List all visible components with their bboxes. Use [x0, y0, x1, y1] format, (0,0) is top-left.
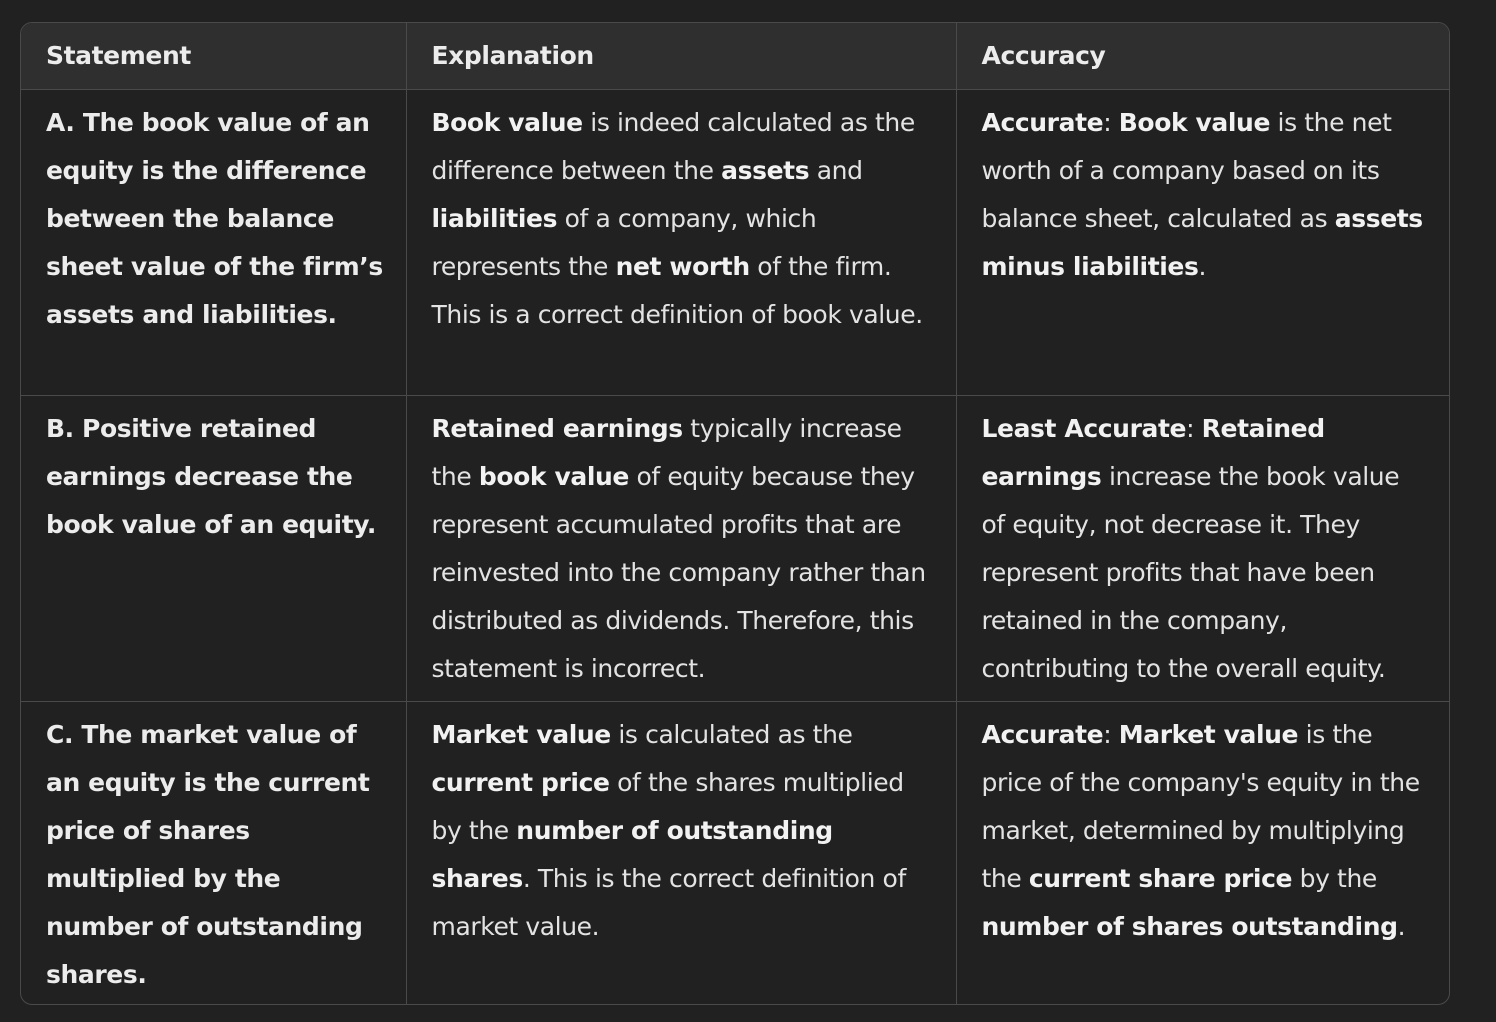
text-run: by the: [1292, 863, 1378, 893]
accuracy-cell: Accurate: Book value is the net worth of…: [955, 89, 1449, 395]
explanation-cell: Retained earnings typically increase the…: [405, 395, 956, 701]
text-run: is the net worth of a company based on i…: [981, 107, 1392, 233]
text-run: of a company, which represents the: [431, 203, 817, 281]
text-run: of equity because they represent accumul…: [431, 461, 927, 683]
bold-term: assets: [721, 155, 810, 185]
text-run: and: [809, 155, 863, 185]
header-accuracy: Accuracy: [955, 23, 1449, 89]
bold-term: book value: [478, 461, 629, 491]
text-run: is indeed calculated as the difference b…: [431, 107, 916, 185]
table-header: Statement Explanation Accuracy: [21, 23, 1449, 89]
text-run: :: [1186, 413, 1202, 443]
table-body: A. The book value of an equity is the di…: [21, 89, 1449, 1004]
header-row: Statement Explanation Accuracy: [21, 23, 1449, 89]
text-run: increase the book value of equity, not d…: [981, 461, 1400, 683]
text-run: is the price of the company's equity in …: [981, 719, 1421, 893]
bold-term: Market value: [431, 719, 612, 749]
bold-term: current share price: [1028, 863, 1293, 893]
comparison-table: Statement Explanation Accuracy A. The bo…: [21, 23, 1449, 1004]
statement-cell: C. The market value of an equity is the …: [46, 719, 370, 989]
comparison-table-container: Statement Explanation Accuracy A. The bo…: [20, 22, 1450, 1005]
text-run: :: [1103, 719, 1119, 749]
header-explanation: Explanation: [405, 23, 956, 89]
bold-term: number of shares outstanding: [981, 911, 1398, 941]
statement-cell: B. Positive retained earnings decrease t…: [46, 413, 376, 539]
explanation-cell: Market value is calculated as the curren…: [405, 701, 956, 1004]
accuracy-cell: Accurate: Market value is the price of t…: [955, 701, 1449, 1004]
table-row: B. Positive retained earnings decrease t…: [21, 395, 1449, 701]
bold-term: Retained earnings: [981, 413, 1326, 491]
text-run: of the firm. This is a correct definitio…: [431, 251, 924, 329]
explanation-cell: Book value is indeed calculated as the d…: [405, 89, 956, 395]
bold-term: current price: [431, 767, 610, 797]
text-run: . This is the correct definition of mark…: [431, 863, 907, 941]
text-run: :: [1103, 107, 1119, 137]
statement-cell: A. The book value of an equity is the di…: [46, 107, 383, 329]
table-row: C. The market value of an equity is the …: [21, 701, 1449, 1004]
accuracy-cell: Least Accurate: Retained earnings increa…: [955, 395, 1449, 701]
table-row: A. The book value of an equity is the di…: [21, 89, 1449, 395]
text-run: .: [1198, 251, 1207, 281]
header-statement: Statement: [46, 41, 191, 70]
bold-term: Accurate: [981, 719, 1104, 749]
bold-term: Accurate: [981, 107, 1104, 137]
bold-term: Retained earnings: [431, 413, 684, 443]
bold-term: assets minus liabilities: [981, 203, 1424, 281]
bold-term: Book value: [1118, 107, 1271, 137]
text-run: .: [1397, 911, 1406, 941]
text-run: typically increase the: [431, 413, 902, 491]
bold-term: net worth: [615, 251, 751, 281]
bold-term: Book value: [431, 107, 584, 137]
bold-term: liabilities: [431, 203, 558, 233]
bold-term: Least Accurate: [981, 413, 1187, 443]
text-run: is calculated as the: [610, 719, 853, 749]
bold-term: number of outstanding shares: [431, 815, 834, 893]
text-run: of the shares multiplied by the: [431, 767, 905, 845]
bold-term: Market value: [1118, 719, 1299, 749]
